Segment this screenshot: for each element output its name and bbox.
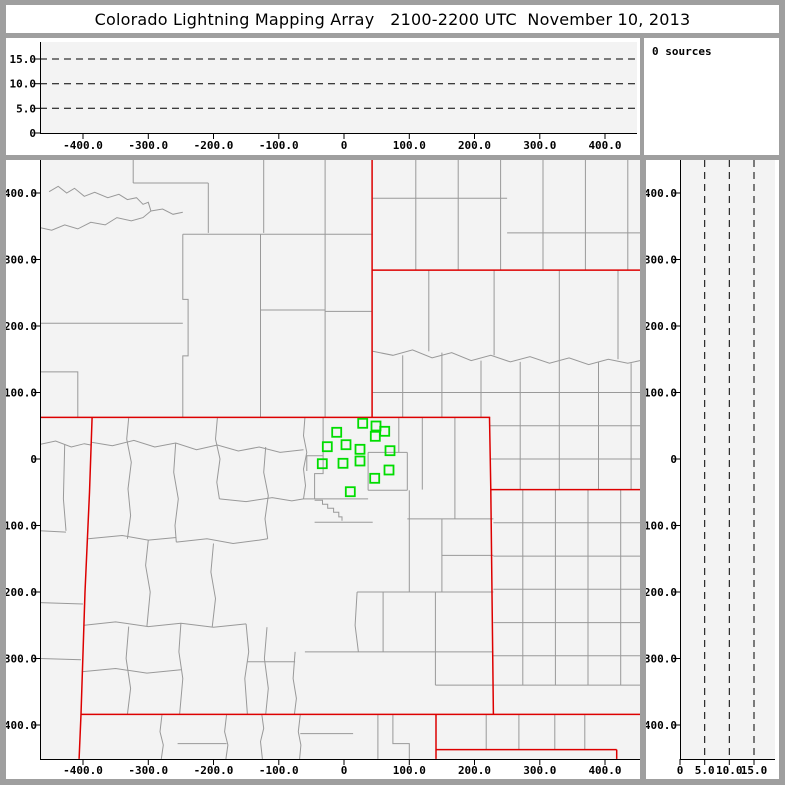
svg-text:-200.0: -200.0 — [6, 586, 37, 599]
station-marker — [354, 455, 366, 467]
axis-spines — [674, 160, 775, 765]
svg-text:200.0: 200.0 — [458, 764, 491, 777]
svg-text:400.0: 400.0 — [588, 139, 621, 152]
state-boundaries — [40, 160, 640, 759]
sources-count-label: 0 sources — [652, 45, 712, 58]
svg-text:200.0: 200.0 — [458, 139, 491, 152]
x-tick-labels: 0 5.0 10.015.0 — [677, 764, 768, 777]
svg-text:300.0: 300.0 — [6, 254, 37, 267]
svg-text:300.0: 300.0 — [523, 139, 556, 152]
station-marker — [337, 457, 349, 469]
svg-text:0: 0 — [341, 139, 348, 152]
station-marker — [354, 443, 366, 455]
svg-text:10.0: 10.0 — [10, 78, 37, 91]
station-marker — [369, 472, 381, 484]
station-marker — [321, 441, 333, 453]
svg-text:-200.0: -200.0 — [194, 764, 234, 777]
svg-text:300.0: 300.0 — [523, 764, 556, 777]
plan-view-map-plot[interactable]: 400.0300.0200.0100.00-100.0-200.0-300.0-… — [6, 160, 640, 779]
svg-text:-300.0: -300.0 — [128, 764, 168, 777]
x-tick-labels: -400.0 -300.0 -200.0 -100.0 0 100.0 200.0 300.0… — [63, 764, 621, 777]
svg-text:-300.0: -300.0 — [128, 139, 168, 152]
plot-background[interactable] — [40, 42, 637, 133]
svg-text:400.0: 400.0 — [588, 764, 621, 777]
sources-count-panel: 0 sources — [644, 38, 779, 155]
svg-text:-300.0: -300.0 — [6, 653, 37, 666]
svg-text:0: 0 — [670, 453, 677, 466]
svg-text:-200.0: -200.0 — [194, 139, 234, 152]
station-marker — [316, 458, 328, 470]
svg-text:-100.0: -100.0 — [259, 139, 299, 152]
altitude-vs-eastwest-plot[interactable]: 15.0 10.0 5.0 0 -400.0 -300.0 -200.0 -100.0 0 100… — [6, 38, 640, 155]
svg-text:100.0: 100.0 — [646, 387, 677, 400]
svg-text:15.0: 15.0 — [10, 53, 37, 66]
svg-text:0: 0 — [30, 453, 37, 466]
svg-text:400.0: 400.0 — [6, 187, 37, 200]
svg-text:5.0: 5.0 — [695, 764, 715, 777]
station-marker — [357, 417, 369, 429]
altitude-vs-northsouth-panel[interactable]: 400.0 300.0 200.0 100.0 0 -100.0 -200.0 -300.0 -… — [646, 160, 779, 779]
title-bar: Colorado Lightning Mapping Array 2100-22… — [6, 5, 779, 33]
station-marker — [331, 426, 343, 438]
svg-text:-100.0: -100.0 — [646, 520, 677, 533]
svg-text:300.0: 300.0 — [646, 254, 677, 267]
y-tick-labels: 400.0 300.0 200.0 100.0 0 -100.0 -200.0 -300.0 -… — [6, 187, 37, 732]
altitude-gridlines — [40, 58, 637, 109]
svg-text:10.0: 10.0 — [716, 764, 743, 777]
svg-text:-400.0: -400.0 — [63, 764, 103, 777]
altitude-vs-eastwest-panel[interactable]: 15.0 10.0 5.0 0 -400.0 -300.0 -200.0 -100.0 0 100… — [6, 38, 640, 155]
svg-text:100.0: 100.0 — [393, 139, 426, 152]
y-tick-labels: 400.0 300.0 200.0 100.0 0 -100.0 -200.0 -300.0 -… — [646, 187, 677, 732]
county-boundaries — [40, 160, 640, 759]
svg-text:-100.0: -100.0 — [259, 764, 299, 777]
axis-spines — [34, 42, 637, 139]
station-marker — [369, 430, 381, 442]
lma-station-markers — [316, 417, 396, 498]
y-tick-labels: 15.0 10.0 5.0 0 — [10, 53, 37, 140]
x-tick-labels: -400.0 -300.0 -200.0 -100.0 0 100.0 200.0 300.0… — [63, 139, 621, 152]
station-marker — [340, 439, 352, 451]
svg-text:100.0: 100.0 — [393, 764, 426, 777]
svg-text:100.0: 100.0 — [6, 387, 37, 400]
svg-text:200.0: 200.0 — [6, 320, 37, 333]
svg-text:-200.0: -200.0 — [646, 586, 677, 599]
svg-text:0: 0 — [677, 764, 684, 777]
station-marker — [383, 464, 395, 476]
plot-background[interactable] — [680, 160, 775, 759]
window-title: Colorado Lightning Mapping Array 2100-22… — [94, 9, 691, 29]
svg-text:0: 0 — [341, 764, 348, 777]
altitude-vs-northsouth-plot[interactable]: 400.0 300.0 200.0 100.0 0 -100.0 -200.0 -300.0 -… — [646, 160, 779, 779]
svg-text:0: 0 — [29, 127, 36, 140]
svg-text:400.0: 400.0 — [646, 187, 677, 200]
plan-view-map-panel[interactable]: 400.0300.0200.0100.00-100.0-200.0-300.0-… — [6, 160, 640, 779]
svg-text:-400.0: -400.0 — [646, 719, 677, 732]
svg-text:-100.0: -100.0 — [6, 520, 37, 533]
axis-spines — [34, 160, 640, 765]
svg-text:200.0: 200.0 — [646, 320, 677, 333]
svg-text:15.0: 15.0 — [741, 764, 768, 777]
station-marker — [384, 445, 396, 457]
svg-text:-400.0: -400.0 — [63, 139, 103, 152]
svg-text:-400.0: -400.0 — [6, 719, 37, 732]
station-marker — [344, 486, 356, 498]
altitude-gridlines — [704, 160, 755, 759]
svg-text:5.0: 5.0 — [16, 102, 36, 115]
svg-text:-300.0: -300.0 — [646, 653, 677, 666]
